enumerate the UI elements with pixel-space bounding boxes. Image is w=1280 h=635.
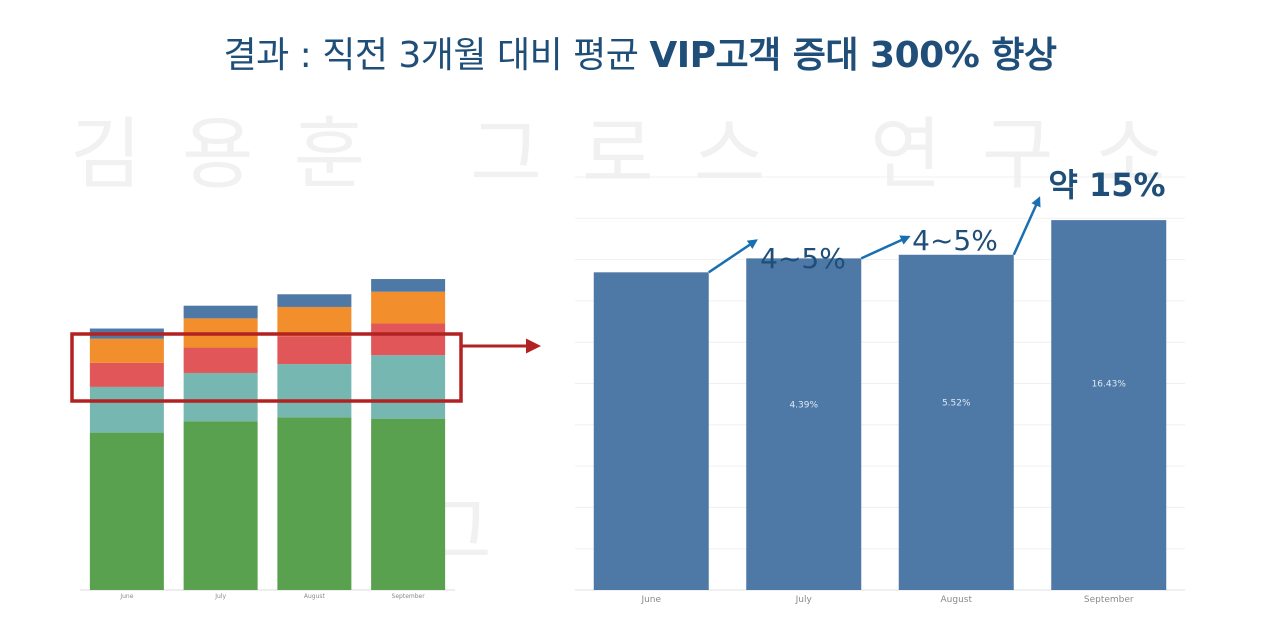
- stacked-bar-segment: [89, 338, 164, 363]
- title-prefix: 결과 : 직전 3개월 대비 평균: [223, 35, 650, 76]
- x-tick-label: June: [119, 593, 133, 600]
- bar-data-label: 16.43%: [1092, 380, 1127, 390]
- stacked-bar-segment: [277, 336, 352, 365]
- growth-callout: 약 15%: [1048, 166, 1165, 204]
- x-tick-label: September: [392, 593, 426, 600]
- bar: [1051, 220, 1167, 590]
- x-tick-label: September: [1084, 595, 1134, 605]
- stacked-bar-segment: [277, 306, 352, 337]
- x-tick-label: August: [304, 593, 326, 600]
- annotations: 4~5% 4~5% 약 15%: [70, 166, 1166, 403]
- stacked-bar-segment: [183, 372, 258, 422]
- stacked-bar-segment: [89, 362, 164, 387]
- title-emphasis: VIP고객 증대 300% 향상: [649, 35, 1057, 76]
- growth-arrow: [1012, 196, 1041, 256]
- growth-arrow: [708, 239, 758, 274]
- stacked-bar-segment: [371, 323, 446, 356]
- x-tick-label: July: [214, 593, 226, 600]
- stacked-bar-segment: [89, 432, 164, 590]
- bar-data-label: 5.52%: [942, 399, 971, 409]
- stacked-bar-segment: [371, 418, 446, 590]
- stacked-bar-segment: [183, 305, 258, 319]
- growth-callout: 4~5%: [912, 224, 998, 257]
- bar: [746, 258, 862, 590]
- x-tick-label: June: [640, 595, 661, 605]
- stacked-bar-chart: June July August September: [80, 279, 455, 600]
- stacked-bar-segment: [183, 347, 258, 373]
- stacked-bar-segment: [183, 421, 258, 590]
- x-tick-label: July: [795, 595, 813, 605]
- growth-bar-chart: June 4.39% July 5.52% August 16.43% September: [575, 176, 1185, 605]
- bar: [593, 272, 709, 590]
- bar-data-label: 4.39%: [789, 401, 818, 411]
- highlight-box: [70, 332, 463, 403]
- stacked-bar-segment: [371, 355, 446, 419]
- stacked-bar-segment: [277, 417, 352, 590]
- stacked-bar-segment: [371, 291, 446, 324]
- stacked-bar-segment: [277, 364, 352, 418]
- growth-arrow: [860, 235, 911, 260]
- growth-callout: 4~5%: [760, 242, 846, 275]
- x-tick-label: August: [941, 595, 973, 605]
- bar: [898, 254, 1014, 591]
- stacked-bar-segment: [89, 386, 164, 433]
- page-title: 결과 : 직전 3개월 대비 평균 VIP고객 증대 300% 향상: [0, 26, 1280, 78]
- stacked-bar-segment: [277, 294, 352, 307]
- stacked-bar-segment: [371, 279, 446, 292]
